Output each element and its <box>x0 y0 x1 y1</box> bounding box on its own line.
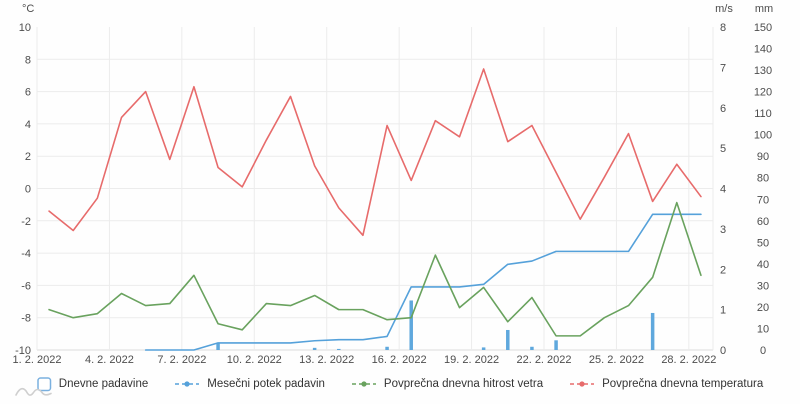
daily-precipitation-bar <box>530 346 534 350</box>
bar-swatch-icon <box>37 376 52 391</box>
wind-axis-label: 6 <box>720 103 726 115</box>
precip-axis-label: 150 <box>754 22 772 34</box>
x-axis-label: 7. 2. 2022 <box>157 354 206 366</box>
daily-precipitation-bar <box>650 312 655 350</box>
x-axis-label: 19. 2. 2022 <box>444 354 499 366</box>
wind-axis-label: 0 <box>720 345 726 357</box>
legend-label: Povprečna dnevna temperatura <box>602 378 764 390</box>
wind-axis-label: 8 <box>720 22 726 34</box>
temperature-axis-label: 8 <box>25 54 31 66</box>
wind-axis-label: 1 <box>720 305 726 317</box>
legend-label: Dnevne padavine <box>58 378 149 390</box>
x-axis-label: 4. 2. 2022 <box>85 354 134 366</box>
temperature-axis-label: 10 <box>19 22 31 34</box>
precip-axis-label: 80 <box>757 173 769 185</box>
temperature-axis-label: 6 <box>25 87 31 99</box>
x-axis-label: 13. 2. 2022 <box>299 354 354 366</box>
x-axis-label: 25. 2. 2022 <box>589 354 644 366</box>
line-marker-icon <box>570 381 595 387</box>
povpre-na-dnevna-hitrost-vetra-line <box>48 201 702 337</box>
precip-axis-label: 0 <box>760 345 766 357</box>
daily-precipitation-bar <box>216 342 220 350</box>
x-axis-label: 28. 2. 2022 <box>661 354 716 366</box>
daily-precipitation-bar <box>506 329 510 350</box>
precip-axis-label: 120 <box>754 87 772 99</box>
x-axis-label: 10. 2. 2022 <box>227 354 282 366</box>
legend-label: Povprečna dnevna hitrost vetra <box>383 378 544 390</box>
precip-axis-title: mm <box>754 3 774 15</box>
temperature-axis-label: 0 <box>25 184 31 196</box>
line-marker-icon <box>175 381 200 387</box>
daily-precipitation-bar <box>312 347 317 350</box>
x-axis-label: 16. 2. 2022 <box>372 354 427 366</box>
wind-axis-label: 4 <box>720 184 726 196</box>
temperature-axis-label: -10 <box>15 345 31 357</box>
legend-item-povpre-na-dnevna-hitrost-vetra[interactable]: Povprečna dnevna hitrost vetra <box>351 378 543 390</box>
line-marker-icon <box>351 381 376 387</box>
precip-axis-label: 40 <box>757 259 769 271</box>
precip-axis-label: 100 <box>754 130 772 142</box>
precip-axis-label: 110 <box>754 108 772 120</box>
precip-axis-label: 10 <box>757 323 769 335</box>
daily-precipitation-bar <box>337 348 341 350</box>
daily-precipitation-bar <box>385 346 389 350</box>
temperature-axis-label: 4 <box>25 119 31 131</box>
daily-precipitation-bar <box>409 300 413 350</box>
daily-precipitation-bar <box>554 340 558 350</box>
wind-axis-label: 5 <box>720 143 726 155</box>
temperature-axis-label: -4 <box>21 248 31 260</box>
precip-axis-label: 140 <box>754 44 772 56</box>
x-axis-label: 22. 2. 2022 <box>516 354 571 366</box>
legend: Dnevne padavine Mesečni potek padavin Povp… <box>0 372 800 396</box>
daily-precipitation-bar <box>481 347 486 350</box>
precip-axis-label: 30 <box>757 280 769 292</box>
precip-axis-label: 50 <box>757 237 769 249</box>
legend-label: Mesečni potek padavin <box>207 378 325 390</box>
precip-axis-label: 60 <box>757 216 769 228</box>
legend-item-povpre-na-dnevna-temperatura[interactable]: Povprečna dnevna temperatura <box>569 378 763 390</box>
temperature-axis-label: -2 <box>21 216 31 228</box>
wind-axis-title: m/s <box>715 3 733 15</box>
precip-axis-label: 70 <box>757 194 769 206</box>
amcharts-logo[interactable] <box>14 384 54 398</box>
povpre-na-dnevna-temperatura-line <box>48 68 702 237</box>
precip-axis-label: 90 <box>757 151 769 163</box>
temperature-axis-title: °C <box>22 3 35 15</box>
legend-item-dnevne-padavine[interactable]: Dnevne padavine <box>37 376 149 392</box>
wind-axis-label: 7 <box>720 62 726 74</box>
precip-axis-label: 130 <box>754 65 772 77</box>
mese-ni-potek-padavin-line <box>144 213 702 351</box>
x-axis-label: 1. 2. 2022 <box>13 354 62 366</box>
temperature-axis-label: -6 <box>21 280 31 292</box>
legend-item-mese-ni-potek-padavin[interactable]: Mesečni potek padavin <box>174 378 325 390</box>
temperature-axis-label: 2 <box>25 151 31 163</box>
wind-axis-label: 3 <box>720 224 726 236</box>
temperature-axis-label: -8 <box>21 313 31 325</box>
wind-axis-label: 2 <box>720 264 726 276</box>
precip-axis-label: 20 <box>757 302 769 314</box>
